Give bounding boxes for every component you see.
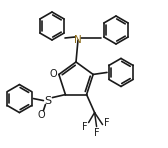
Text: F: F xyxy=(82,122,87,132)
Text: O: O xyxy=(49,69,57,79)
Text: N: N xyxy=(74,35,82,45)
Text: S: S xyxy=(44,96,51,106)
Text: O: O xyxy=(38,110,45,120)
Text: F: F xyxy=(104,118,109,128)
Text: F: F xyxy=(94,128,99,137)
